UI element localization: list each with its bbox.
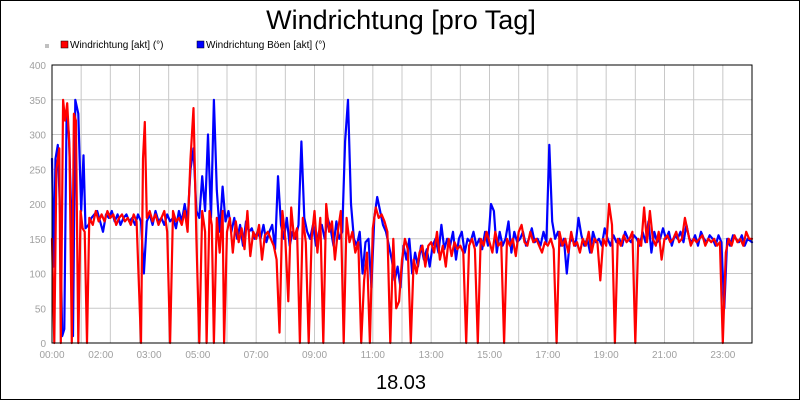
legend-label-gust-direction: Windrichtung Böen [akt] (°) xyxy=(206,40,326,51)
x-tick-label: 21:00 xyxy=(652,350,677,361)
y-tick-label: 100 xyxy=(29,270,46,281)
x-tick-label: 11:00 xyxy=(361,350,386,361)
x-tick-label: 17:00 xyxy=(535,350,560,361)
x-tick-label: 09:00 xyxy=(302,350,327,361)
x-axis-ticks: 00:00 02:00 03:00 05:00 07:00 09:00 11:00 13:00… xyxy=(39,350,735,361)
chart-title: Windrichtung [pro Tag] xyxy=(266,5,536,35)
y-tick-label: 50 xyxy=(35,304,47,315)
x-tick-label: 13:00 xyxy=(419,350,444,361)
legend-indicator xyxy=(45,44,49,48)
plot-lines xyxy=(50,98,754,345)
plot-area-border xyxy=(51,64,753,344)
x-tick-label: 07:00 xyxy=(244,350,269,361)
y-tick-label: 300 xyxy=(29,131,46,142)
y-tick-label: 200 xyxy=(29,200,46,211)
legend: Windrichtung [akt] (°) Windrichtung Böen… xyxy=(45,40,326,51)
series-line-wind-direction xyxy=(50,98,754,345)
y-axis-ticks: 0 50 100 150 200 250 300 350 400 xyxy=(29,61,46,350)
x-tick-label: 15:00 xyxy=(477,350,502,361)
x-tick-label: 23:00 xyxy=(710,350,735,361)
x-tick-label: 19:00 xyxy=(594,350,619,361)
legend-label-wind-direction: Windrichtung [akt] (°) xyxy=(70,40,163,51)
grid xyxy=(52,64,752,344)
y-tick-label: 400 xyxy=(29,61,46,72)
x-tick-label: 00:00 xyxy=(39,350,64,361)
y-tick-label: 250 xyxy=(29,165,46,176)
x-tick-label: 03:00 xyxy=(137,350,162,361)
x-tick-label: 02:00 xyxy=(88,350,113,361)
y-tick-label: 350 xyxy=(29,96,46,107)
y-tick-label: 0 xyxy=(40,339,46,350)
y-tick-label: 150 xyxy=(29,235,46,246)
legend-swatch-wind-direction xyxy=(60,40,69,49)
legend-swatch-gust-direction xyxy=(196,40,205,49)
date-label: 18.03 xyxy=(376,372,426,394)
x-tick-label: 05:00 xyxy=(185,350,210,361)
